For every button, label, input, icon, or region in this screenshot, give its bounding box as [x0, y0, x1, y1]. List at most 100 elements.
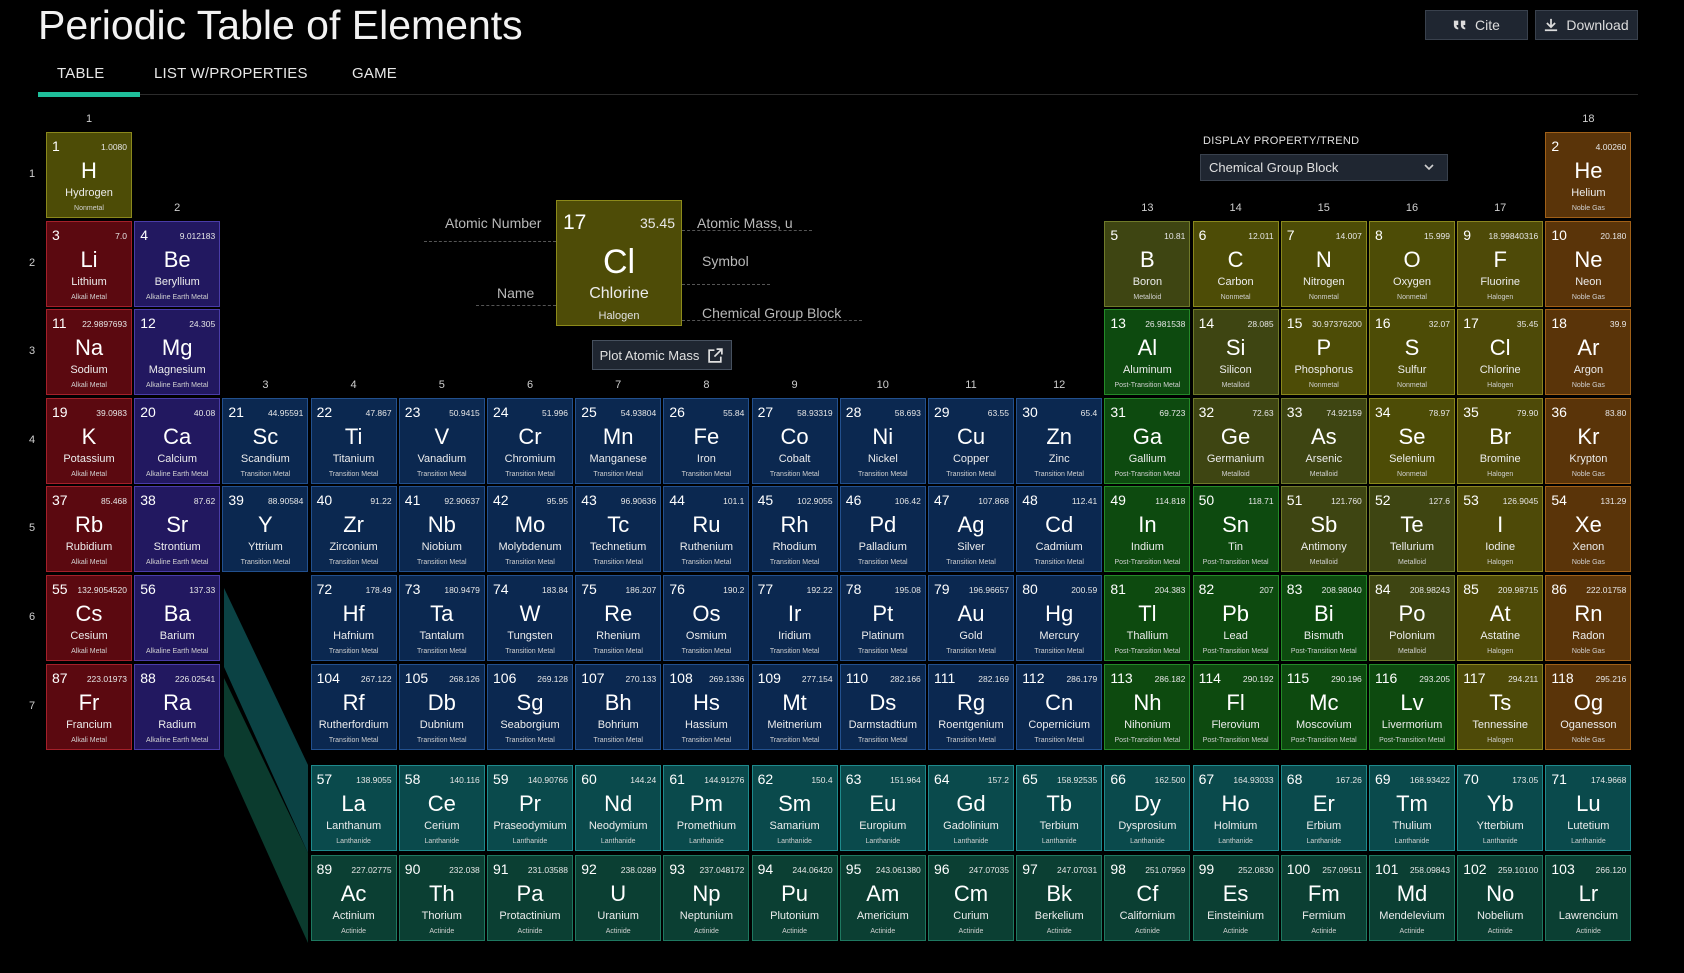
- element-cell-calcium[interactable]: 20 40.08 Ca Calcium Alkaline Earth Metal: [134, 397, 221, 484]
- element-cell-bismuth[interactable]: 83 208.98040 Bi Bismuth Post-Transition Meta…: [1280, 575, 1367, 661]
- element-cell-oxygen[interactable]: 8 15.999 O Oxygen Nonmetal: [1369, 220, 1455, 307]
- element-cell-titanium[interactable]: 22 47.867 Ti Titanium Transition Metal: [310, 397, 397, 484]
- element-cell-hafnium[interactable]: 72 178.49 Hf Hafnium Transition Metal: [310, 575, 397, 661]
- element-cell-holmium[interactable]: 67 164.93033 Ho Holmium Lanthanide: [1192, 765, 1279, 851]
- element-cell-thorium[interactable]: 90 232.038 Th Thorium Actinide: [398, 855, 485, 941]
- element-cell-gadolinium[interactable]: 64 157.2 Gd Gadolinium Lanthanide: [928, 765, 1014, 851]
- element-cell-cesium[interactable]: 55 132.9054520 Cs Cesium Alkali Metal: [46, 575, 132, 661]
- element-cell-terbium[interactable]: 65 158.92535 Tb Terbium Lanthanide: [1016, 765, 1103, 851]
- element-cell-manganese[interactable]: 25 54.93804 Mn Manganese Transition Metal: [575, 397, 662, 484]
- element-cell-darmstadtium[interactable]: 110 282.166 Ds Darmstadtium Transition Metal: [839, 663, 926, 750]
- element-cell-krypton[interactable]: 36 83.80 Kr Krypton Noble Gas: [1545, 397, 1632, 484]
- element-cell-dysprosium[interactable]: 66 162.500 Dy Dysprosium Lanthanide: [1104, 765, 1191, 851]
- element-cell-nitrogen[interactable]: 7 14.007 N Nitrogen Nonmetal: [1280, 220, 1367, 307]
- element-cell-samarium[interactable]: 62 150.4 Sm Samarium Lanthanide: [751, 765, 838, 851]
- element-cell-neodymium[interactable]: 60 144.24 Nd Neodymium Lanthanide: [575, 765, 662, 851]
- plot-atomic-mass-button[interactable]: Plot Atomic Mass: [592, 340, 732, 370]
- element-cell-thulium[interactable]: 69 168.93422 Tm Thulium Lanthanide: [1369, 765, 1455, 851]
- element-cell-astatine[interactable]: 85 209.98715 At Astatine Halogen: [1457, 575, 1544, 661]
- element-cell-iridium[interactable]: 77 192.22 Ir Iridium Transition Metal: [751, 575, 838, 661]
- element-cell-einsteinium[interactable]: 99 252.0830 Es Einsteinium Actinide: [1192, 855, 1279, 941]
- download-button[interactable]: Download: [1535, 10, 1638, 40]
- element-cell-lead[interactable]: 82 207 Pb Lead Post-Transition Metal: [1192, 575, 1279, 661]
- element-cell-phosphorus[interactable]: 15 30.97376200 P Phosphorus Nonmetal: [1280, 309, 1367, 396]
- element-cell-bromine[interactable]: 35 79.90 Br Bromine Halogen: [1457, 397, 1544, 484]
- element-cell-plutonium[interactable]: 94 244.06420 Pu Plutonium Actinide: [751, 855, 838, 941]
- element-cell-copernicium[interactable]: 112 286.179 Cn Copernicium Transition Metal: [1016, 663, 1103, 750]
- element-cell-barium[interactable]: 56 137.33 Ba Barium Alkaline Earth Metal: [134, 575, 221, 661]
- display-property-select[interactable]: Chemical Group Block: [1200, 154, 1448, 181]
- element-cell-protactinium[interactable]: 91 231.03588 Pa Protactinium Actinide: [487, 855, 573, 941]
- element-cell-polonium[interactable]: 84 208.98243 Po Polonium Metalloid: [1369, 575, 1455, 661]
- element-cell-sulfur[interactable]: 16 32.07 S Sulfur Nonmetal: [1369, 309, 1455, 396]
- element-cell-actinium[interactable]: 89 227.02775 Ac Actinium Actinide: [310, 855, 397, 941]
- element-cell-iron[interactable]: 26 55.84 Fe Iron Transition Metal: [663, 397, 750, 484]
- element-cell-uranium[interactable]: 92 238.0289 U Uranium Actinide: [575, 855, 662, 941]
- element-cell-tennessine[interactable]: 117 294.211 Ts Tennessine Halogen: [1457, 663, 1544, 750]
- element-cell-yttrium[interactable]: 39 88.90584 Y Yttrium Transition Metal: [222, 486, 309, 573]
- element-cell-zinc[interactable]: 30 65.4 Zn Zinc Transition Metal: [1016, 397, 1103, 484]
- element-cell-rhodium[interactable]: 45 102.9055 Rh Rhodium Transition Metal: [751, 486, 838, 573]
- element-cell-osmium[interactable]: 76 190.2 Os Osmium Transition Metal: [663, 575, 750, 661]
- element-cell-californium[interactable]: 98 251.07959 Cf Californium Actinide: [1104, 855, 1191, 941]
- element-cell-fluorine[interactable]: 9 18.99840316 F Fluorine Halogen: [1457, 220, 1544, 307]
- element-cell-nihonium[interactable]: 113 286.182 Nh Nihonium Post-Transition Meta…: [1104, 663, 1191, 750]
- element-cell-tungsten[interactable]: 74 183.84 W Tungsten Transition Metal: [487, 575, 573, 661]
- element-cell-platinum[interactable]: 78 195.08 Pt Platinum Transition Metal: [839, 575, 926, 661]
- element-cell-chromium[interactable]: 24 51.996 Cr Chromium Transition Metal: [487, 397, 573, 484]
- tab-table[interactable]: TABLE: [38, 64, 140, 97]
- element-cell-hydrogen[interactable]: 1 1.0080 H Hydrogen Nonmetal: [46, 132, 132, 218]
- element-cell-francium[interactable]: 87 223.01973 Fr Francium Alkali Metal: [46, 663, 132, 750]
- element-cell-mercury[interactable]: 80 200.59 Hg Mercury Transition Metal: [1016, 575, 1103, 661]
- element-cell-mendelevium[interactable]: 101 258.09843 Md Mendelevium Actinide: [1369, 855, 1455, 941]
- element-cell-cadmium[interactable]: 48 112.41 Cd Cadmium Transition Metal: [1016, 486, 1103, 573]
- element-cell-rutherfordium[interactable]: 104 267.122 Rf Rutherfordium Transition Meta…: [310, 663, 397, 750]
- element-cell-germanium[interactable]: 32 72.63 Ge Germanium Metalloid: [1192, 397, 1279, 484]
- element-cell-radon[interactable]: 86 222.01758 Rn Radon Noble Gas: [1545, 575, 1632, 661]
- element-cell-lutetium[interactable]: 71 174.9668 Lu Lutetium Lanthanide: [1545, 765, 1632, 851]
- element-cell-iodine[interactable]: 53 126.9045 I Iodine Halogen: [1457, 486, 1544, 573]
- element-cell-niobium[interactable]: 41 92.90637 Nb Niobium Transition Metal: [398, 486, 485, 573]
- element-cell-rubidium[interactable]: 37 85.468 Rb Rubidium Alkali Metal: [46, 486, 132, 573]
- element-cell-americium[interactable]: 95 243.061380 Am Americium Actinide: [839, 855, 926, 941]
- element-cell-carbon[interactable]: 6 12.011 C Carbon Nonmetal: [1192, 220, 1279, 307]
- element-cell-berkelium[interactable]: 97 247.07031 Bk Berkelium Actinide: [1016, 855, 1103, 941]
- element-cell-seaborgium[interactable]: 106 269.128 Sg Seaborgium Transition Metal: [487, 663, 573, 750]
- element-cell-hassium[interactable]: 108 269.1336 Hs Hassium Transition Metal: [663, 663, 750, 750]
- element-cell-antimony[interactable]: 51 121.760 Sb Antimony Metalloid: [1280, 486, 1367, 573]
- element-cell-lawrencium[interactable]: 103 266.120 Lr Lawrencium Actinide: [1545, 855, 1632, 941]
- element-cell-chlorine[interactable]: 17 35.45 Cl Chlorine Halogen: [1457, 309, 1544, 396]
- element-cell-lanthanum[interactable]: 57 138.9055 La Lanthanum Lanthanide: [310, 765, 397, 851]
- element-cell-beryllium[interactable]: 4 9.012183 Be Beryllium Alkaline Earth Metal: [134, 220, 221, 307]
- element-cell-xenon[interactable]: 54 131.29 Xe Xenon Noble Gas: [1545, 486, 1632, 573]
- element-cell-bohrium[interactable]: 107 270.133 Bh Bohrium Transition Metal: [575, 663, 662, 750]
- element-cell-fermium[interactable]: 100 257.09511 Fm Fermium Actinide: [1280, 855, 1367, 941]
- element-cell-aluminum[interactable]: 13 26.981538 Al Aluminum Post-Transition Met…: [1104, 309, 1191, 396]
- element-cell-thallium[interactable]: 81 204.383 Tl Thallium Post-Transition Metal: [1104, 575, 1191, 661]
- element-cell-tin[interactable]: 50 118.71 Sn Tin Post-Transition Metal: [1192, 486, 1279, 573]
- element-cell-lithium[interactable]: 3 7.0 Li Lithium Alkali Metal: [46, 220, 132, 307]
- element-cell-helium[interactable]: 2 4.00260 He Helium Noble Gas: [1545, 132, 1632, 218]
- element-cell-selenium[interactable]: 34 78.97 Se Selenium Nonmetal: [1369, 397, 1455, 484]
- element-cell-sodium[interactable]: 11 22.9897693 Na Sodium Alkali Metal: [46, 309, 132, 396]
- element-cell-erbium[interactable]: 68 167.26 Er Erbium Lanthanide: [1280, 765, 1367, 851]
- element-cell-neptunium[interactable]: 93 237.048172 Np Neptunium Actinide: [663, 855, 750, 941]
- element-cell-promethium[interactable]: 61 144.91276 Pm Promethium Lanthanide: [663, 765, 750, 851]
- element-cell-tantalum[interactable]: 73 180.9479 Ta Tantalum Transition Metal: [398, 575, 485, 661]
- element-cell-cerium[interactable]: 58 140.116 Ce Cerium Lanthanide: [398, 765, 485, 851]
- element-cell-palladium[interactable]: 46 106.42 Pd Palladium Transition Metal: [839, 486, 926, 573]
- element-cell-scandium[interactable]: 21 44.95591 Sc Scandium Transition Metal: [222, 397, 309, 484]
- tab-list-properties[interactable]: LIST W/PROPERTIES: [154, 65, 308, 82]
- element-cell-potassium[interactable]: 19 39.0983 K Potassium Alkali Metal: [46, 397, 132, 484]
- element-cell-copper[interactable]: 29 63.55 Cu Copper Transition Metal: [928, 397, 1014, 484]
- element-cell-magnesium[interactable]: 12 24.305 Mg Magnesium Alkaline Earth Metal: [134, 309, 221, 396]
- element-cell-indium[interactable]: 49 114.818 In Indium Post-Transition Metal: [1104, 486, 1191, 573]
- element-cell-boron[interactable]: 5 10.81 B Boron Metalloid: [1104, 220, 1191, 307]
- element-cell-silver[interactable]: 47 107.868 Ag Silver Transition Metal: [928, 486, 1014, 573]
- element-cell-praseodymium[interactable]: 59 140.90766 Pr Praseodymium Lanthanide: [487, 765, 573, 851]
- element-cell-nobelium[interactable]: 102 259.10100 No Nobelium Actinide: [1457, 855, 1544, 941]
- element-cell-ruthenium[interactable]: 44 101.1 Ru Ruthenium Transition Metal: [663, 486, 750, 573]
- element-cell-flerovium[interactable]: 114 290.192 Fl Flerovium Post-Transition Met…: [1192, 663, 1279, 750]
- element-cell-oganesson[interactable]: 118 295.216 Og Oganesson Noble Gas: [1545, 663, 1632, 750]
- element-cell-arsenic[interactable]: 33 74.92159 As Arsenic Metalloid: [1280, 397, 1367, 484]
